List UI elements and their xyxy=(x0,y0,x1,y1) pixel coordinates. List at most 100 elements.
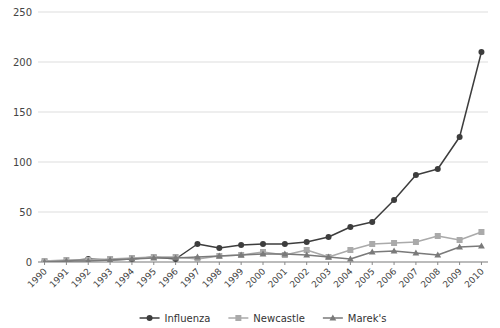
chart-container: 0501001502002501990199119921993199419951… xyxy=(0,0,500,328)
point xyxy=(391,247,398,253)
x-tick-label: 2010 xyxy=(463,266,486,289)
x-tick-label: 1990 xyxy=(26,266,49,289)
x-tick xyxy=(88,262,89,265)
legend: Influenza Newcastle Marek's xyxy=(140,313,387,324)
x-tick-label: 2005 xyxy=(353,266,376,289)
x-tick xyxy=(66,262,67,265)
x-tick xyxy=(459,262,460,265)
x-tick-label: 2008 xyxy=(419,266,442,289)
point xyxy=(304,239,310,245)
plot-area xyxy=(41,49,485,262)
y-tick-label: 0 xyxy=(26,257,32,268)
point xyxy=(63,258,69,262)
point xyxy=(347,224,353,230)
point xyxy=(216,245,222,251)
x-tick xyxy=(175,262,176,265)
x-tick-label: 1992 xyxy=(69,266,92,289)
point xyxy=(238,242,244,248)
legend-label: Marek's xyxy=(348,313,387,324)
point xyxy=(457,237,463,243)
x-tick xyxy=(437,262,438,265)
x-tick xyxy=(197,262,198,265)
point xyxy=(107,256,114,262)
x-tick xyxy=(241,262,242,265)
legend-item: Newcastle xyxy=(228,313,305,324)
point xyxy=(282,241,288,247)
point xyxy=(391,240,397,246)
series-line xyxy=(45,52,482,261)
point xyxy=(391,197,397,203)
legend-marker xyxy=(329,314,336,320)
x-tick xyxy=(328,262,329,265)
point xyxy=(260,241,266,247)
point xyxy=(63,257,69,262)
point xyxy=(238,251,245,257)
x-tick xyxy=(394,262,395,265)
point xyxy=(41,258,48,262)
point xyxy=(129,255,136,261)
point xyxy=(326,234,332,240)
legend-label: Newcastle xyxy=(253,313,305,324)
x-tick xyxy=(44,262,45,265)
point xyxy=(129,255,135,261)
point xyxy=(85,257,91,262)
x-tick-label: 1997 xyxy=(179,266,202,289)
x-tick xyxy=(350,262,351,265)
point xyxy=(216,252,223,258)
x-tick xyxy=(263,262,264,265)
point xyxy=(151,254,157,260)
point xyxy=(435,166,441,172)
x-tick xyxy=(306,262,307,265)
x-tick xyxy=(153,262,154,265)
y-tick-label: 200 xyxy=(13,57,32,68)
point xyxy=(194,253,201,259)
x-tick xyxy=(284,262,285,265)
point xyxy=(369,241,375,247)
x-tick xyxy=(219,262,220,265)
point xyxy=(85,257,92,262)
point xyxy=(63,257,70,262)
point xyxy=(457,134,463,140)
x-tick xyxy=(415,262,416,265)
point xyxy=(173,254,179,260)
point xyxy=(478,49,484,55)
point xyxy=(303,251,310,257)
legend-marker xyxy=(235,315,241,321)
x-tick-label: 2001 xyxy=(266,266,289,289)
x-tick-label: 1991 xyxy=(48,266,71,289)
point xyxy=(369,248,376,254)
legend-label: Influenza xyxy=(165,313,211,324)
x-tick-label: 1995 xyxy=(135,266,158,289)
point xyxy=(325,253,332,259)
legend-item: Marek's xyxy=(323,313,387,324)
x-tick xyxy=(372,262,373,265)
x-tick-label: 2003 xyxy=(310,266,333,289)
point xyxy=(150,254,157,260)
point xyxy=(172,254,179,260)
grid-line xyxy=(38,162,488,163)
grid xyxy=(38,12,488,262)
grid-line xyxy=(38,62,488,63)
point xyxy=(478,242,485,248)
x-tick xyxy=(131,262,132,265)
x-tick-label: 2002 xyxy=(288,266,311,289)
x-tick-label: 1999 xyxy=(222,266,245,289)
y-tick-label: 250 xyxy=(13,7,32,18)
y-tick-label: 100 xyxy=(13,157,32,168)
point xyxy=(478,229,484,235)
x-tick-label: 1993 xyxy=(91,266,114,289)
x-tick-label: 2006 xyxy=(375,266,398,289)
x-tick-label: 2004 xyxy=(332,266,355,289)
y-tick-label: 150 xyxy=(13,107,32,118)
point xyxy=(369,219,375,225)
series-line xyxy=(45,246,482,262)
point xyxy=(347,255,354,261)
x-tick xyxy=(481,262,482,265)
grid-line xyxy=(38,12,488,13)
point xyxy=(434,251,441,257)
grid-line xyxy=(38,112,488,113)
point xyxy=(260,250,267,256)
chart: 0501001502002501990199119921993199419951… xyxy=(0,0,500,328)
x-tick-label: 2009 xyxy=(441,266,464,289)
point xyxy=(435,233,441,239)
